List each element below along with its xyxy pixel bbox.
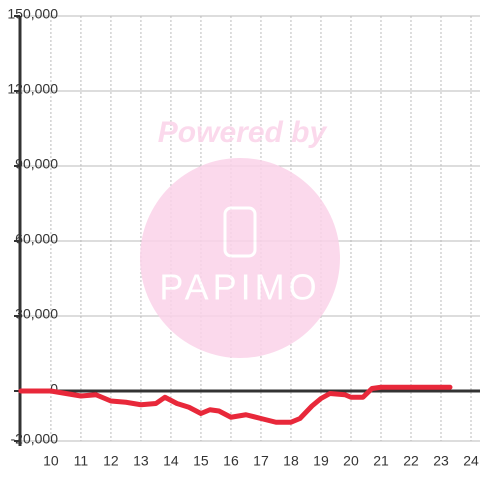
- watermark-text: Powered by: [158, 116, 328, 149]
- x-tick-label: 20: [343, 453, 359, 469]
- line: [18, 384, 453, 425]
- x-tick-label: 21: [373, 453, 389, 469]
- x-tick-label: 15: [193, 453, 209, 469]
- x-tick-label: 17: [253, 453, 269, 469]
- y-tick-label: -20,000: [11, 431, 59, 447]
- x-tick-label: 16: [223, 453, 239, 469]
- x-tick-label: 13: [133, 453, 149, 469]
- x-tick-label: 18: [283, 453, 299, 469]
- y-tick-label: 60,000: [15, 231, 58, 247]
- x-tick-label: 24: [463, 453, 479, 469]
- y-tick-label: 0: [50, 381, 58, 397]
- watermark-icon: [223, 206, 257, 258]
- x-tick-label: 19: [313, 453, 329, 469]
- watermark-logo: PAPIMO: [159, 267, 320, 308]
- x-tick-label: 11: [74, 453, 89, 469]
- watermark-circle: [140, 158, 340, 358]
- y-tick-label: 150,000: [7, 6, 58, 22]
- y-tick-label: 30,000: [15, 306, 58, 322]
- y-tick-label: 90,000: [15, 156, 58, 172]
- watermark: Powered by PAPIMO: [140, 116, 340, 358]
- y-tick-label: 120,000: [7, 81, 58, 97]
- x-tick-label: 23: [433, 453, 449, 469]
- x-tick-label: 14: [163, 453, 179, 469]
- x-tick-label: 10: [43, 453, 59, 469]
- x-tick-label: 22: [403, 453, 419, 469]
- x-tick-label: 12: [103, 453, 119, 469]
